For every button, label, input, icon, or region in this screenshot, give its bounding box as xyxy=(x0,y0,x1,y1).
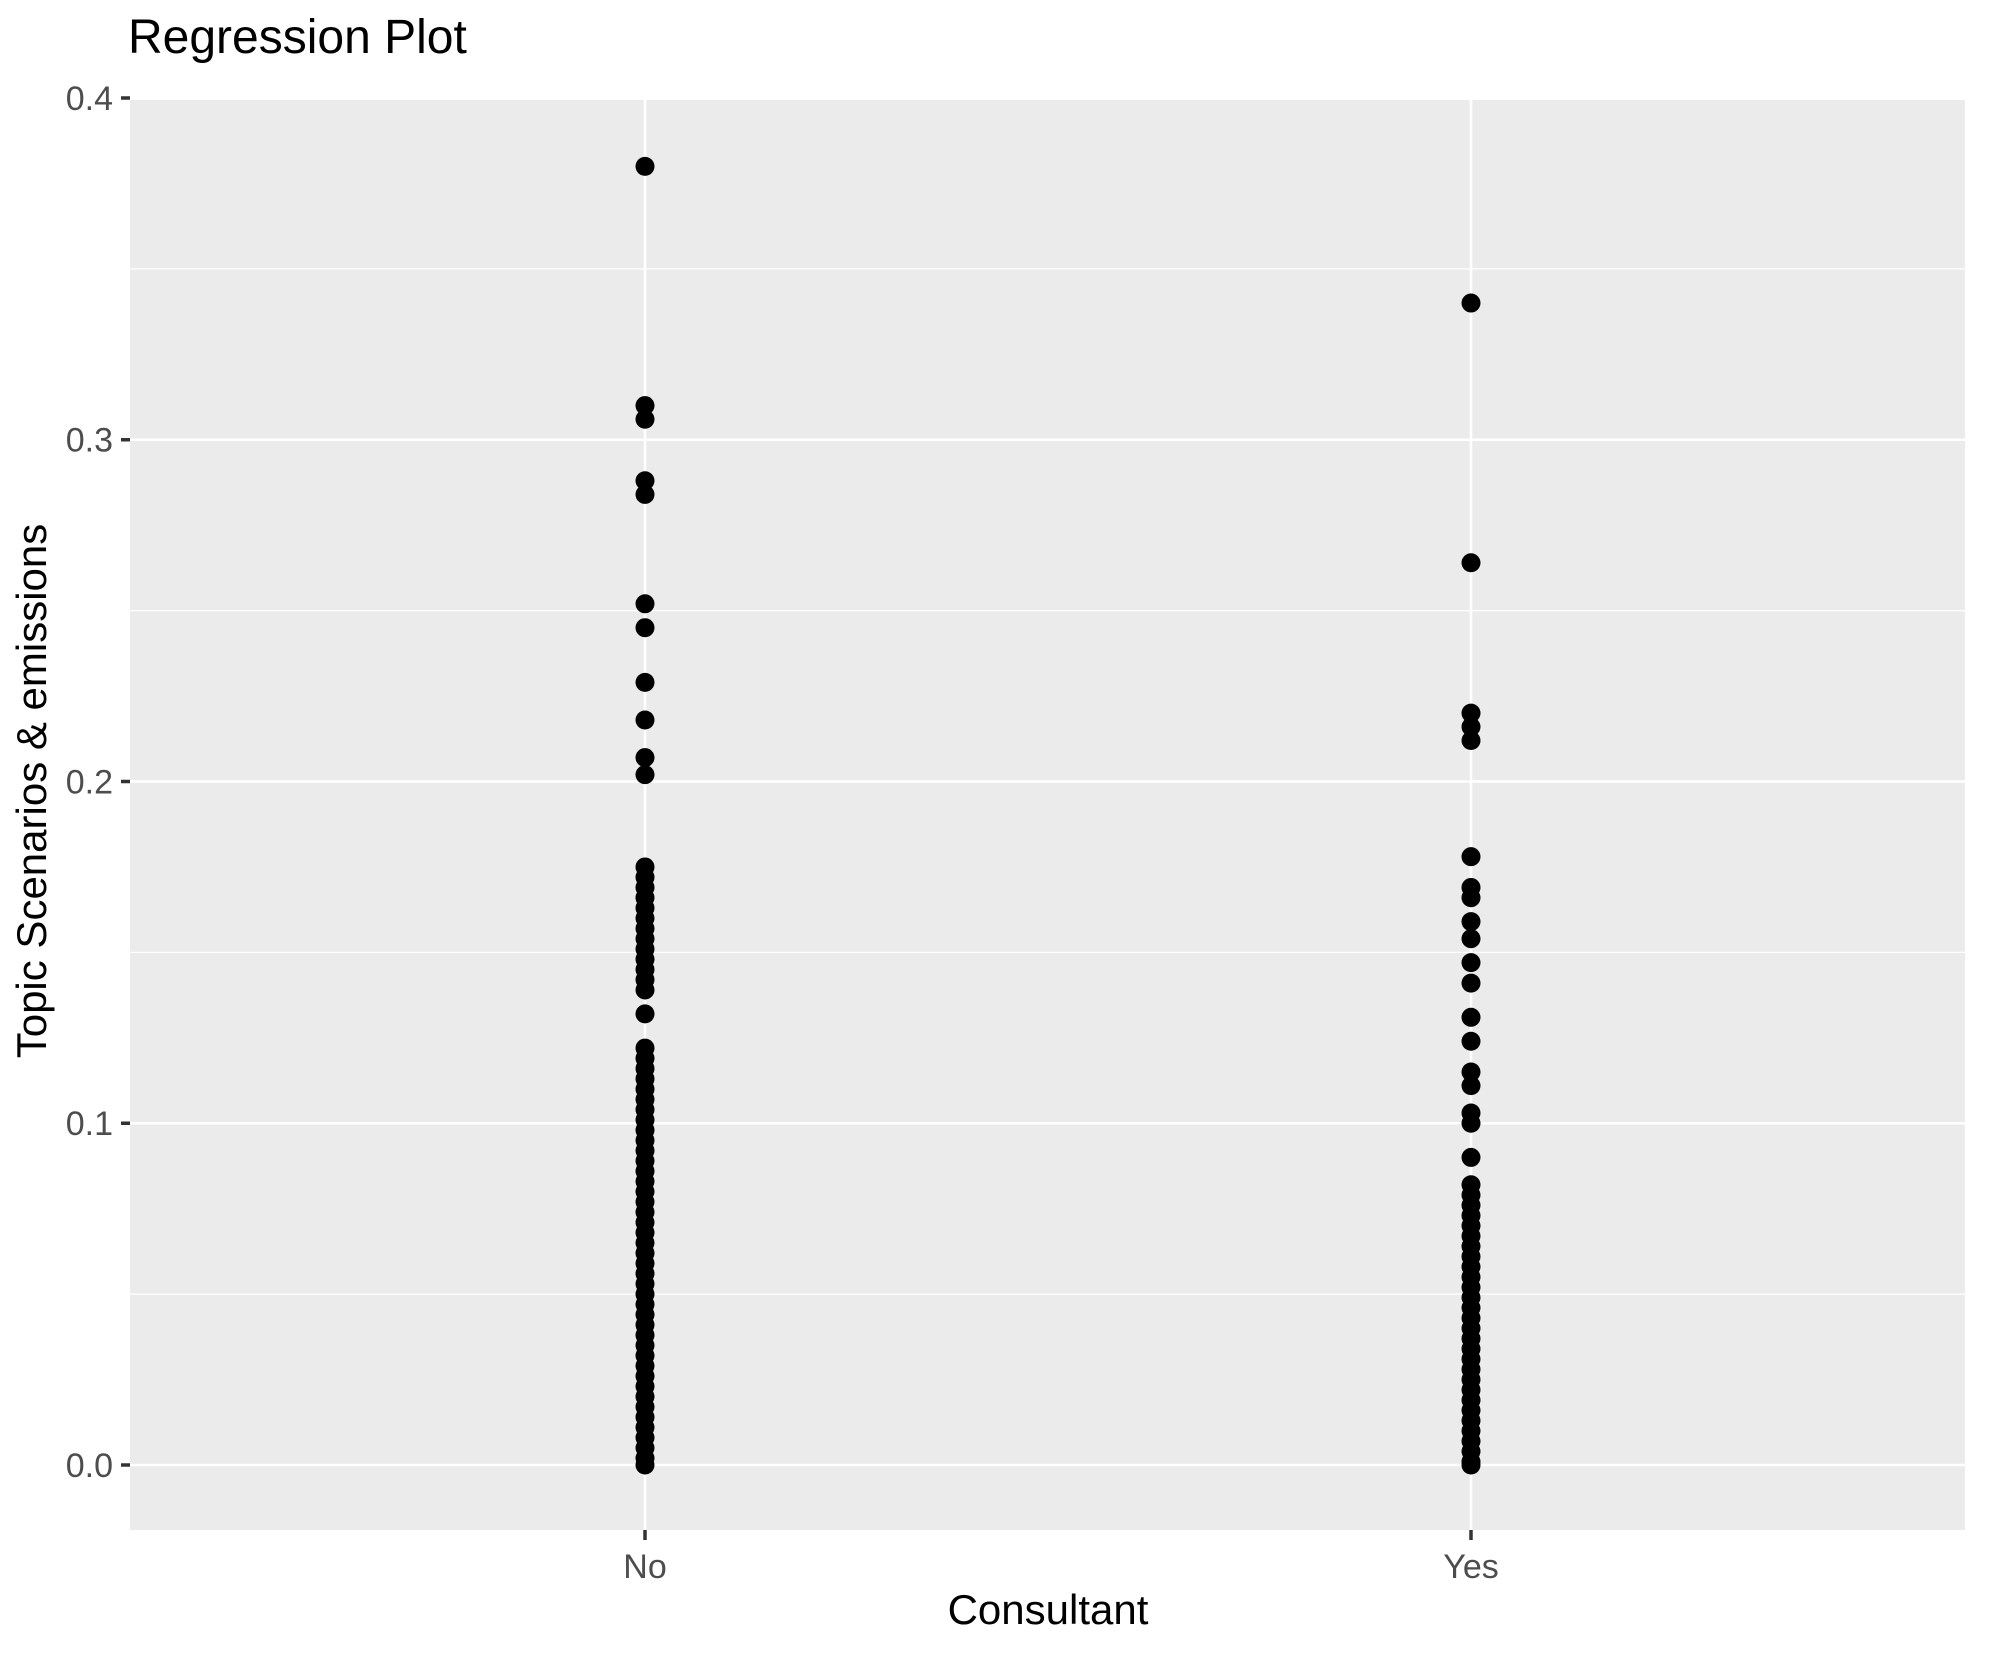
data-point xyxy=(1461,912,1481,932)
data-point xyxy=(635,484,655,504)
data-point xyxy=(1461,730,1481,750)
data-point xyxy=(1461,929,1481,949)
data-point xyxy=(1461,1062,1481,1082)
data-point xyxy=(635,765,655,785)
data-point xyxy=(635,748,655,768)
data-point xyxy=(1461,1147,1481,1167)
y-axis-title: Topic Scenarios & emissions xyxy=(8,523,55,1059)
data-point xyxy=(1461,888,1481,908)
data-point xyxy=(635,396,655,416)
data-point xyxy=(635,471,655,491)
data-point xyxy=(635,980,655,1000)
data-point xyxy=(1461,1113,1481,1133)
data-point xyxy=(1461,1076,1481,1096)
data-point xyxy=(635,710,655,730)
data-point xyxy=(1461,847,1481,867)
data-point xyxy=(635,1455,655,1475)
data-point xyxy=(635,156,655,176)
data-point xyxy=(1461,1455,1481,1475)
data-point xyxy=(1461,553,1481,573)
data-point xyxy=(1461,953,1481,973)
data-point xyxy=(1461,1007,1481,1027)
data-point xyxy=(1461,703,1481,723)
data-point xyxy=(1461,717,1481,737)
data-point xyxy=(635,594,655,614)
data-point xyxy=(635,672,655,692)
x-tick-label: Yes xyxy=(1443,1548,1498,1586)
y-tick-label: 0.0 xyxy=(66,1447,113,1485)
data-point xyxy=(635,618,655,638)
x-axis-title: Consultant xyxy=(947,1586,1149,1633)
data-point xyxy=(1461,1031,1481,1051)
y-tick-label: 0.2 xyxy=(66,763,113,801)
data-point xyxy=(635,1004,655,1024)
x-tick-label: No xyxy=(623,1548,666,1586)
y-tick-label: 0.4 xyxy=(66,80,113,118)
data-point xyxy=(1461,973,1481,993)
y-tick-label: 0.1 xyxy=(66,1105,113,1143)
data-point xyxy=(1461,293,1481,313)
panel-background xyxy=(130,100,1965,1530)
data-point xyxy=(635,409,655,429)
y-tick-label: 0.3 xyxy=(66,422,113,460)
plot-title: Regression Plot xyxy=(128,11,467,64)
